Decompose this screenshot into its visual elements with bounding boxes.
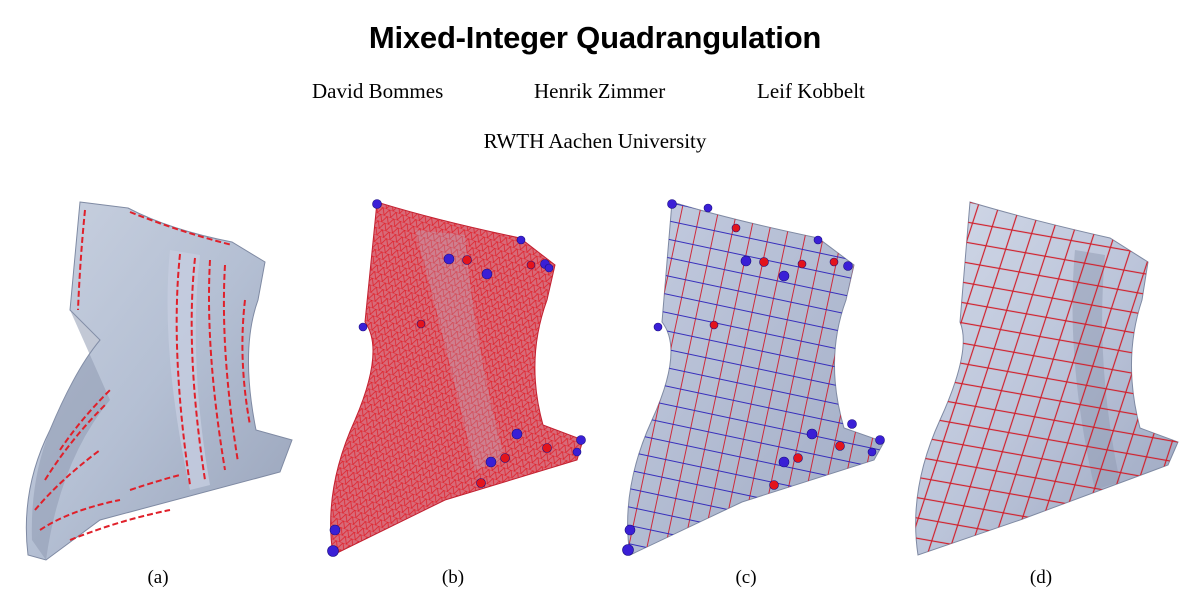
singularity-red bbox=[476, 478, 486, 488]
singularity-blue bbox=[516, 235, 526, 245]
panel-b-caption: (b) bbox=[441, 567, 465, 588]
singularity-red bbox=[500, 453, 510, 463]
panel-c-caption: (c) bbox=[735, 567, 757, 588]
panel-d-caption: (d) bbox=[1029, 567, 1053, 588]
singularity-blue bbox=[703, 203, 713, 213]
singularity-blue bbox=[624, 524, 636, 536]
singularity-red bbox=[731, 223, 741, 233]
surface-shape bbox=[25, 201, 293, 561]
singularity-red bbox=[542, 443, 552, 453]
singularity-blue bbox=[778, 456, 790, 468]
surface-shading bbox=[415, 230, 505, 470]
panel-a-caption: (a) bbox=[147, 567, 169, 588]
singularity-blue bbox=[572, 447, 582, 457]
singularity-blue bbox=[327, 545, 339, 557]
singularity-points bbox=[622, 199, 885, 556]
panel-d-image bbox=[915, 201, 1179, 556]
affiliation: RWTH Aachen University bbox=[483, 129, 707, 153]
singularity-blue bbox=[847, 419, 857, 429]
panel-b-image bbox=[327, 199, 586, 557]
singularity-blue bbox=[867, 447, 877, 457]
singularity-blue bbox=[358, 322, 368, 332]
surface-groove bbox=[167, 250, 210, 490]
singularity-blue bbox=[443, 253, 455, 265]
singularity-red bbox=[797, 259, 807, 269]
singularity-blue bbox=[576, 435, 586, 445]
singularity-red bbox=[829, 257, 839, 267]
singularity-blue bbox=[481, 268, 493, 280]
parametrization-grid bbox=[627, 202, 884, 555]
singularity-blue bbox=[511, 428, 523, 440]
cross-field-streaks bbox=[34, 209, 251, 541]
singularity-red bbox=[793, 453, 803, 463]
singularity-red bbox=[709, 320, 719, 330]
author-name: David Bommes bbox=[312, 79, 444, 103]
singularity-blue bbox=[622, 544, 634, 556]
paper-title: Mixed-Integer Quadrangulation bbox=[368, 20, 822, 55]
singularity-red bbox=[526, 260, 536, 270]
singularity-blue bbox=[813, 235, 823, 245]
singularity-blue bbox=[653, 322, 663, 332]
singularity-red bbox=[769, 480, 779, 490]
singularity-blue bbox=[740, 255, 752, 267]
singularity-blue bbox=[667, 199, 677, 209]
panel-c-image bbox=[622, 199, 885, 556]
quad-mesh-lines bbox=[915, 202, 1178, 555]
singularity-blue bbox=[485, 456, 497, 468]
singularity-red bbox=[462, 255, 472, 265]
teaser-figure bbox=[0, 190, 1190, 570]
singularity-blue bbox=[875, 435, 885, 445]
singularity-blue bbox=[843, 261, 853, 271]
singularity-blue bbox=[778, 270, 790, 282]
singularity-blue bbox=[806, 428, 818, 440]
panel-a-image bbox=[25, 201, 293, 561]
singularity-red bbox=[759, 257, 769, 267]
singularity-red bbox=[416, 319, 426, 329]
singularity-blue bbox=[372, 199, 382, 209]
singularity-points bbox=[327, 199, 586, 557]
author-name: Leif Kobbelt bbox=[757, 79, 865, 103]
author-name: Henrik Zimmer bbox=[534, 79, 666, 103]
singularity-blue bbox=[544, 263, 554, 273]
surface-shape bbox=[330, 201, 584, 556]
singularity-red bbox=[835, 441, 845, 451]
singularity-blue bbox=[329, 524, 341, 536]
